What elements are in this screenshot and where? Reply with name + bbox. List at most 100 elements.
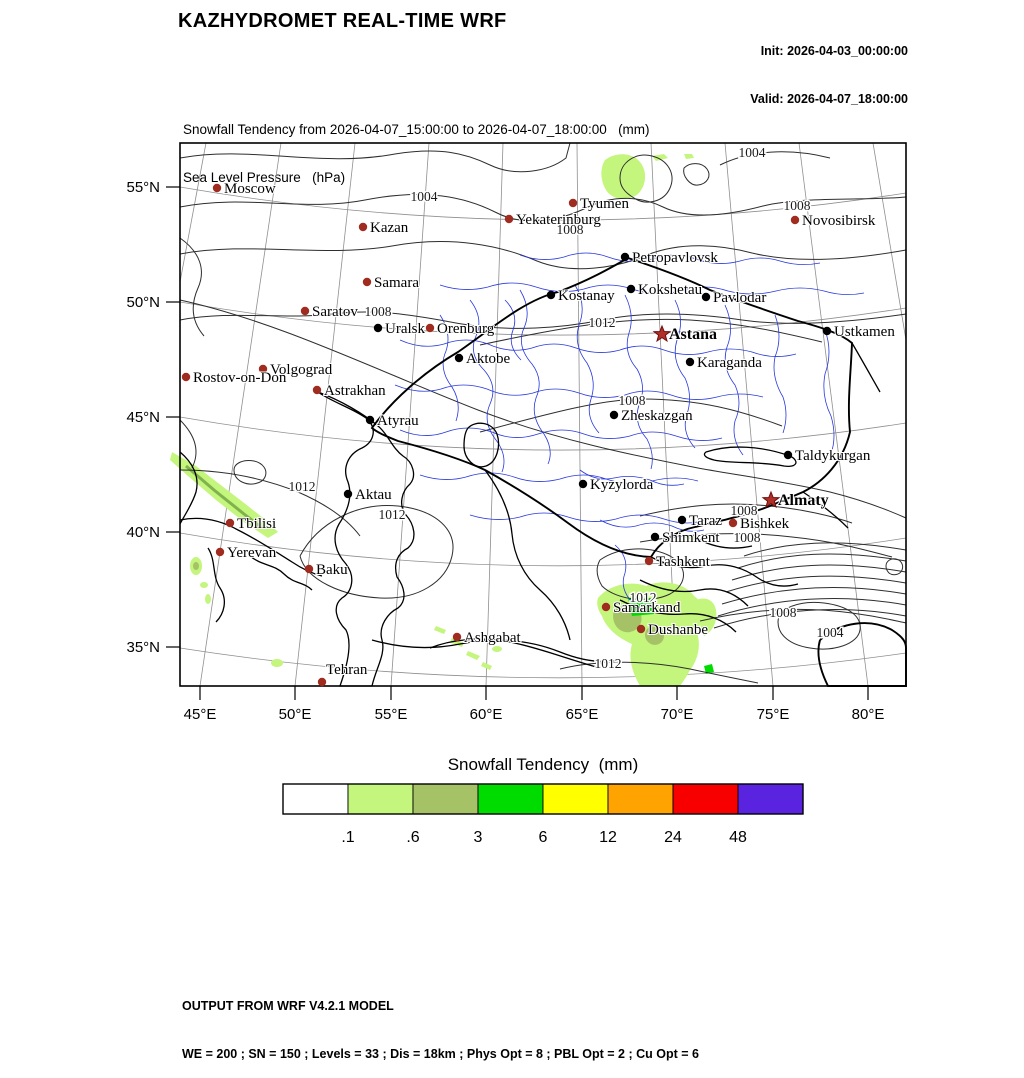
colorbar-cell — [737, 783, 804, 815]
footer-line2: WE = 200 ; SN = 150 ; Levels = 33 ; Dis … — [182, 1047, 699, 1061]
lake-balkhash — [703, 446, 797, 467]
city-zheskazgan: Zheskazgan — [609, 407, 694, 425]
x-tick-label: 80°E — [852, 706, 885, 723]
city-dot-icon — [304, 564, 314, 574]
city-atyrau: Atyrau — [365, 412, 420, 430]
city-rostov-on-don: Rostov-on-Don — [181, 369, 288, 387]
colorbar-cell — [282, 783, 349, 815]
city-dot-icon — [504, 214, 514, 224]
city-label: Kostanay — [558, 288, 615, 304]
model-footer: OUTPUT FROM WRF V4.2.1 MODEL WE = 200 ; … — [182, 966, 699, 1078]
city-uralsk: Uralsk — [373, 320, 426, 338]
city-dot-icon — [362, 277, 372, 287]
city-kazan: Kazan — [358, 219, 410, 237]
colorbar-tick-label: 3 — [474, 829, 483, 846]
colorbar-tick-label: 24 — [664, 829, 682, 846]
colorbar: Snowfall Tendency (mm) .1 .6 3 6 12 24 48 — [282, 755, 804, 846]
city-label: Moscow — [224, 181, 276, 197]
issykkul-border — [699, 539, 753, 549]
city-almaty: Almaty — [761, 490, 830, 510]
colorbar-tick-label: 48 — [729, 829, 747, 846]
city-label: Samara — [374, 275, 419, 291]
city-dot-icon — [790, 215, 800, 225]
kopetdag-border — [429, 638, 601, 669]
capital-star-icon — [761, 490, 781, 509]
city-label: Orenburg — [437, 321, 495, 337]
city-label: Karaganda — [697, 355, 762, 371]
weather-map-canvas: 45°E 50°E 55°E 60°E 65°E 70°E 75°E 80°E 55°N 50°… — [126, 142, 907, 846]
city-label: Yerevan — [227, 545, 277, 561]
snow-spot-caspian-south — [492, 646, 502, 652]
colorbar-cell — [542, 783, 609, 815]
subtitle-line1: Snowfall Tendency from 2026-04-07_15:00:… — [183, 122, 650, 137]
colorbar-cell — [607, 783, 674, 815]
colorbar-cell — [412, 783, 479, 815]
colorbar-title: Snowfall Tendency (mm) — [448, 755, 639, 774]
city-dot-icon — [609, 410, 619, 420]
city-saratov: Saratov — [300, 303, 359, 321]
y-tick-label: 50°N — [126, 294, 160, 311]
snow-dash-kopetdag-1 — [434, 626, 446, 634]
city-taldykurgan: Taldykurgan — [783, 447, 872, 465]
aral-sea — [463, 422, 500, 468]
city-dot-icon — [365, 415, 375, 425]
pressure-label: 1004 — [739, 145, 766, 160]
city-label: Kokshetau — [638, 282, 703, 298]
city-label: Ashgabat — [464, 630, 521, 646]
city-dot-icon — [783, 450, 793, 460]
city-label: Astrakhan — [324, 383, 386, 399]
city-dot-icon — [300, 306, 310, 316]
city-label: Aktau — [355, 487, 392, 503]
snow-green-samarkand — [628, 598, 654, 616]
pressure-label: 1012 — [589, 315, 616, 330]
city-dot-icon — [644, 556, 654, 566]
pressure-label: 1004 — [411, 189, 438, 204]
pressure-label: 1008 — [784, 198, 811, 213]
pressure-label: 1008 — [557, 222, 584, 237]
city-pavlodar: Pavlodar — [701, 289, 767, 307]
tarim-mountains — [817, 622, 907, 687]
city-ustkamen: Ustkamen — [822, 323, 896, 341]
city-dot-icon — [650, 532, 660, 542]
snow-patch-north-streak — [652, 154, 668, 161]
snow-spot-armenia-3 — [205, 594, 211, 604]
city-bishkek: Bishkek — [728, 515, 791, 533]
x-tick-label: 75°E — [757, 706, 790, 723]
plot-subtitle: Snowfall Tendency from 2026-04-07_15:00:… — [183, 90, 650, 202]
city-dot-icon — [728, 518, 738, 528]
valid-time: Valid: 2026-04-07_18:00:00 — [750, 92, 908, 106]
pressure-label: 1008 — [731, 503, 758, 518]
city-kostanay: Kostanay — [546, 287, 616, 305]
caucasus-border-2 — [207, 547, 226, 623]
kazakhstan-border — [370, 256, 853, 558]
city-dot-icon — [568, 198, 578, 208]
city-dot-icon — [373, 323, 383, 333]
footer-line1: OUTPUT FROM WRF V4.2.1 MODEL — [182, 999, 394, 1013]
city-dot-icon — [452, 632, 462, 642]
city-label: Petropavlovsk — [632, 250, 718, 266]
city-dot-icon — [343, 489, 353, 499]
graticule — [179, 142, 907, 687]
snow-patch-north-kazakhstan — [601, 154, 646, 199]
y-tick-label: 45°N — [126, 409, 160, 426]
colorbar-tick-label: 12 — [599, 829, 617, 846]
city-dot-icon — [822, 326, 832, 336]
x-tick-label: 65°E — [566, 706, 599, 723]
snow-olive-samarkand-2 — [645, 626, 664, 645]
y-tick-label: 55°N — [126, 179, 160, 196]
city-dot-icon — [425, 323, 435, 333]
city-dot-icon — [454, 353, 464, 363]
pressure-contours — [179, 142, 907, 684]
kyrgyz-border-1 — [650, 556, 799, 587]
caucasus-border-3 — [249, 555, 313, 591]
china-border — [802, 491, 849, 529]
city-dot-icon — [258, 364, 268, 374]
city-label: Almaty — [778, 492, 829, 509]
snow-patch-pamir-finger — [696, 598, 717, 636]
city-label: Uralsk — [385, 321, 425, 337]
uzbek-border — [484, 469, 571, 641]
city-label: Tehran — [326, 662, 368, 678]
city-shimkent: Shimkent — [650, 529, 721, 547]
city-label: Yekaterinburg — [516, 212, 601, 228]
city-label: Samarkand — [613, 600, 681, 616]
